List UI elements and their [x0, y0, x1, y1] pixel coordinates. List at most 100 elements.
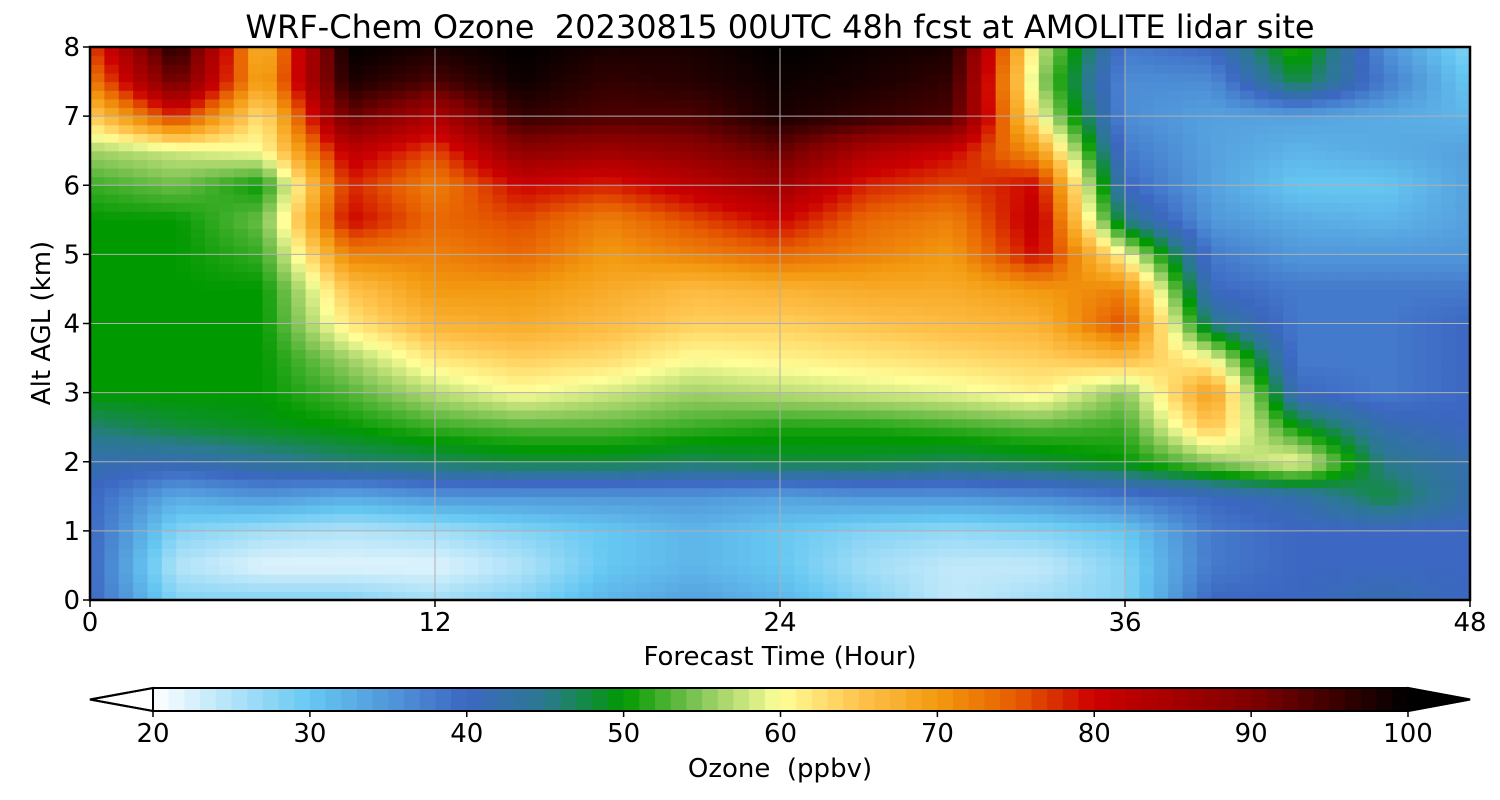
heatmap-cell: [751, 254, 767, 264]
heatmap-cell: [1283, 453, 1299, 463]
heatmap-cell: [722, 288, 738, 299]
heatmap-cell: [334, 522, 350, 532]
heatmap-cell: [665, 591, 680, 601]
heatmap-cell: [406, 513, 422, 523]
heatmap-cell: [708, 358, 724, 368]
heatmap-cell: [909, 565, 925, 575]
heatmap-cell: [909, 470, 925, 480]
heatmap-cell: [133, 401, 149, 411]
heatmap-cell: [161, 401, 177, 411]
heatmap-cell: [449, 271, 465, 281]
heatmap-cell: [1110, 245, 1126, 255]
heatmap-cell: [880, 340, 896, 351]
heatmap-cell: [262, 271, 278, 281]
heatmap-cell: [665, 556, 680, 567]
heatmap-cell: [564, 401, 580, 411]
heatmap-cell: [1110, 349, 1126, 359]
heatmap-cell: [391, 263, 407, 273]
heatmap-cell: [492, 548, 508, 558]
heatmap-cell: [291, 306, 307, 316]
heatmap-cell: [1225, 565, 1241, 575]
heatmap-cell: [1441, 435, 1457, 446]
heatmap-cell: [751, 228, 767, 238]
heatmap-cell: [291, 271, 307, 281]
heatmap-cell: [1168, 358, 1184, 368]
heatmap-cell: [1297, 314, 1313, 325]
heatmap-cell: [348, 401, 364, 411]
heatmap-cell: [118, 228, 134, 238]
heatmap-cell: [535, 427, 551, 437]
heatmap-cell: [751, 237, 767, 247]
heatmap-cell: [722, 427, 738, 437]
heatmap-cell: [1067, 375, 1083, 385]
heatmap-cell: [923, 487, 939, 497]
heatmap-cell: [104, 314, 120, 325]
heatmap-cell: [1211, 383, 1227, 394]
heatmap-cell: [276, 530, 292, 541]
heatmap-cell: [248, 574, 264, 584]
heatmap-cell: [1125, 401, 1140, 411]
heatmap-cell: [880, 548, 896, 558]
heatmap-cell: [449, 383, 465, 394]
heatmap-cell: [1297, 487, 1313, 497]
heatmap-cell: [463, 254, 479, 264]
heatmap-cell: [435, 530, 450, 541]
heatmap-cell: [923, 288, 939, 299]
heatmap-cell: [478, 470, 494, 480]
heatmap-cell: [1196, 245, 1212, 255]
heatmap-cell: [1383, 479, 1399, 489]
heatmap-cell: [665, 574, 680, 584]
heatmap-cell: [1211, 306, 1227, 316]
heatmap-cell: [1110, 574, 1126, 584]
heatmap-cell: [981, 487, 997, 497]
heatmap-cell: [118, 150, 134, 160]
heatmap-cell: [1412, 366, 1428, 376]
heatmap-cell: [679, 306, 695, 316]
heatmap-cell: [118, 383, 134, 394]
heatmap-cell: [1182, 219, 1198, 230]
heatmap-cell: [463, 401, 479, 411]
heatmap-cell: [981, 383, 997, 394]
heatmap-cell: [952, 435, 968, 446]
heatmap-cell: [866, 211, 882, 221]
heatmap-cell: [1024, 237, 1040, 247]
heatmap-cell: [521, 522, 537, 532]
heatmap-cell: [1168, 219, 1184, 230]
heatmap-cell: [1297, 211, 1313, 221]
heatmap-cell: [435, 366, 450, 376]
heatmap-cell: [751, 427, 767, 437]
heatmap-cell: [1283, 591, 1299, 601]
heatmap-cell: [363, 539, 379, 549]
heatmap-cell: [420, 401, 436, 411]
heatmap-cell: [952, 513, 968, 523]
heatmap-cell: [190, 470, 206, 480]
heatmap-cell: [305, 254, 321, 264]
heatmap-cell: [1196, 582, 1212, 592]
heatmap-cell: [593, 513, 609, 523]
heatmap-cell: [708, 582, 724, 592]
heatmap-cell: [1254, 211, 1270, 221]
heatmap-cell: [276, 263, 292, 273]
chart-title: WRF-Chem Ozone 20230815 00UTC 48h fcst a…: [245, 8, 1314, 46]
heatmap-cell: [1182, 306, 1198, 316]
heatmap-cell: [708, 167, 724, 178]
heatmap-cell: [190, 288, 206, 299]
heatmap-cell: [348, 574, 364, 584]
heatmap-cell: [1383, 340, 1399, 351]
heatmap-cell: [1369, 435, 1385, 446]
heatmap-cell: [1182, 358, 1198, 368]
heatmap-cell: [1254, 288, 1270, 299]
heatmap-cell: [1125, 548, 1140, 558]
heatmap-cell: [377, 453, 393, 463]
heatmap-cell: [463, 332, 479, 342]
heatmap-cell: [909, 513, 925, 523]
heatmap-cell: [823, 392, 839, 402]
heatmap-cell: [435, 418, 450, 428]
heatmap-cell: [320, 479, 335, 489]
heatmap-cell: [693, 271, 709, 281]
heatmap-cell: [420, 461, 436, 471]
heatmap-cell: [981, 565, 997, 575]
heatmap-cell: [593, 591, 609, 601]
heatmap-cell: [1254, 306, 1270, 316]
heatmap-cell: [104, 522, 120, 532]
